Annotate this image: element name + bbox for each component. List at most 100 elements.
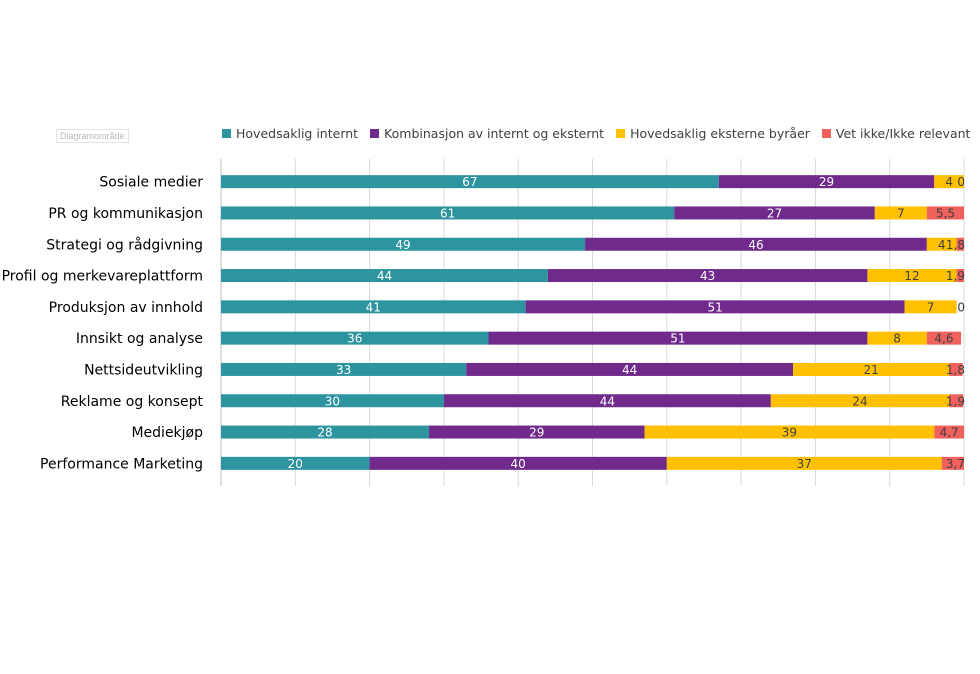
data-label: 44 [377,269,392,283]
bar-segment [956,269,964,283]
legend-label: Kombinasjon av internt og eksternt [384,125,605,141]
legend-item: Hovedsaklig eksterne byråer [616,126,810,141]
bar-segment [770,394,950,408]
legend-item: Kombinasjon av internt og eksternt [370,126,604,141]
data-label: 29 [529,426,544,440]
data-label: 0 [957,175,965,189]
category-label: Profil og merkevareplattform [2,269,203,285]
bar-segment [949,394,964,408]
legend-label: Vet ikke/Ikke relevant [835,125,971,141]
data-label: 7 [927,300,935,314]
bar-segment [956,237,964,251]
bar-segment [934,425,964,439]
data-label: 61 [440,206,455,220]
data-label: 4 [938,238,946,252]
data-label: 1,9 [946,394,965,408]
bar-segment [547,269,868,283]
data-label: 1,9 [946,269,965,283]
data-label: 4,6 [934,332,953,346]
bar-segment [466,362,794,376]
data-label: 44 [622,363,637,377]
category-labels: Sosiale medier PR og kommunikasjon Strateg… [2,175,204,473]
data-label: 20 [288,457,303,471]
data-label: 24 [852,394,867,408]
legend-label: Hovedsaklig eksterne byråer [630,125,810,141]
bar-segment [443,394,771,408]
bar-segment [926,331,962,345]
bar-segment [867,331,927,345]
legend-item: Vet ikke/Ikke relevant [821,125,971,141]
bar-segment [429,425,645,439]
bar-segment [369,456,667,470]
data-label: 44 [600,394,615,408]
category-label: Reklame og konsept [61,394,204,410]
bar-segment [934,175,964,189]
bar-segment [941,456,964,470]
bar-segment [488,331,868,345]
bars [221,175,964,470]
data-label: 4,7 [940,426,959,440]
bar-segment [585,237,927,251]
bar-segment [904,300,957,314]
legend-swatch [222,128,231,138]
legend-swatch [821,128,831,138]
data-label: 1,8 [946,363,965,377]
data-label: 5,5 [936,206,955,220]
data-label: 37 [797,457,812,471]
bar-segment [674,206,875,220]
data-label: 46 [748,238,763,252]
data-label: 39 [782,426,797,440]
bar-segment [221,237,586,251]
value-labels: 67 29 4 061 27 7 5,549 46 4 1,844 43 12 1,941 51 7 036 5… [288,175,965,471]
data-label: 43 [700,269,715,283]
bar-segment [221,206,675,220]
bar-segment [666,456,942,470]
category-label: Innsikt og analyse [76,331,203,347]
chart-legend: Hovedsaklig internt Kombinasjon av intern… [222,124,980,142]
bar-segment [949,362,963,376]
data-label: 1,8 [946,238,965,252]
bar-segment [644,425,935,439]
category-label: Sosiale medier [99,175,203,191]
data-label: 40 [511,457,526,471]
legend-swatch [370,128,380,138]
data-label: 29 [819,175,834,189]
bar-segment [874,206,927,220]
data-label: 33 [336,363,351,377]
legend-item: Hovedsaklig internt [222,126,358,141]
bar-segment [525,300,905,314]
data-label: 28 [317,426,332,440]
data-label: 51 [707,300,722,314]
legend-swatch [616,128,626,138]
bar-segment [221,175,719,189]
category-label: Produksjon av innhold [49,300,203,316]
bar-segment [221,300,526,314]
bar-segment [718,175,935,189]
data-label: 21 [863,363,878,377]
data-label: 27 [767,206,782,220]
data-label: 8 [893,332,901,346]
bar-segment [221,269,548,283]
data-label: 3,7 [946,457,965,471]
legend-label: Hovedsaklig internt [236,125,359,141]
category-label: PR og kommunikasjon [48,206,203,222]
data-label: 67 [462,175,477,189]
bar-segment [926,206,964,220]
bar-segment [926,237,957,251]
data-label: 0 [957,300,965,314]
data-label: 12 [904,269,919,283]
bar-segment [221,331,489,345]
bar-segment [221,362,467,376]
chart-area-tag: Diagramområde [56,129,129,143]
data-label: 7 [897,206,905,220]
data-label: 49 [395,238,410,252]
bar-segment [221,456,370,470]
category-label: Nettsideutvikling [84,362,203,378]
data-label: 36 [347,332,362,346]
category-label: Performance Marketing [40,456,203,472]
data-label: 51 [670,332,685,346]
data-label: 4 [945,175,953,189]
data-label: 41 [366,300,381,314]
data-label: 30 [325,394,340,408]
